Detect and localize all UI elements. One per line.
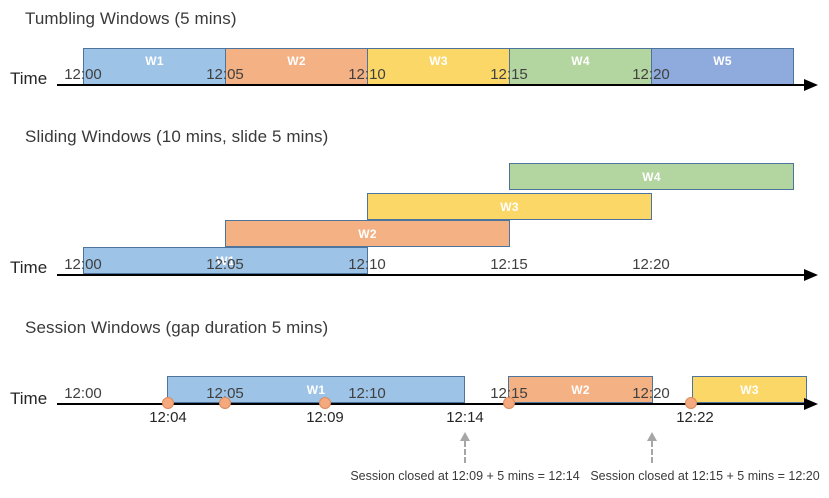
tick-1220: 12:20 [632, 385, 670, 402]
event-time-label: 12:14 [446, 409, 484, 426]
time-axis-arrowhead [804, 269, 818, 281]
tick-1220: 12:20 [632, 66, 670, 83]
tick-1200: 12:00 [64, 66, 102, 83]
window-label: W4 [571, 53, 590, 68]
window-label: W3 [500, 199, 519, 214]
tick-1205: 12:05 [206, 66, 244, 83]
tick-1215: 12:15 [490, 385, 528, 402]
event-dot [685, 397, 697, 409]
window-label: W2 [287, 53, 306, 68]
tick-1200: 12:00 [64, 385, 102, 402]
window-label: W1 [306, 382, 326, 397]
tumbling-window-w5: W5 [651, 48, 794, 85]
time-axis [57, 84, 808, 86]
sliding-section-title: Sliding Windows (10 mins, slide 5 mins) [25, 127, 329, 146]
tick-1215: 12:15 [490, 66, 528, 83]
session-window-w2: W2 [508, 376, 653, 403]
event-time-label: 12:09 [306, 409, 344, 426]
window-label: W3 [740, 382, 759, 397]
session-section-title: Session Windows (gap duration 5 mins) [25, 318, 329, 337]
callout-arrow-icon [460, 432, 470, 441]
tumbling-section-title: Tumbling Windows (5 mins) [25, 9, 237, 28]
event-time-label: 12:22 [676, 409, 714, 426]
sliding-window-w3: W3 [367, 193, 652, 220]
session-window-w3: W3 [692, 376, 807, 403]
tick-1215: 12:15 [490, 256, 528, 273]
tick-1205: 12:05 [206, 385, 244, 402]
window-label: W1 [145, 53, 164, 68]
time-axis-arrowhead [804, 398, 818, 410]
time-axis-label: Time [10, 258, 48, 277]
time-axis-label: Time [10, 69, 48, 88]
session-closed-annotation-2: Session closed at 12:15 + 5 mins = 12:20 [590, 469, 820, 483]
event-dot [162, 397, 174, 409]
callout-arrow-shaft [464, 441, 466, 463]
time-axis-label: Time [10, 389, 48, 408]
sliding-window-w4: W4 [509, 163, 794, 190]
tick-1210: 12:10 [348, 385, 386, 402]
tick-1210: 12:10 [348, 256, 386, 273]
session-window-w1: W1 [167, 376, 465, 403]
event-dot [319, 397, 331, 409]
callout-arrow-shaft [651, 441, 653, 463]
tick-1200: 12:00 [64, 256, 102, 273]
time-axis [57, 403, 808, 405]
callout-arrow-icon [647, 432, 657, 441]
window-label: W1 [216, 253, 235, 268]
tick-1220: 12:20 [632, 256, 670, 273]
session-closed-annotation-1: Session closed at 12:09 + 5 mins = 12:14 [350, 469, 580, 483]
tumbling-window-w1: W1 [83, 48, 226, 85]
window-label: W3 [429, 53, 448, 68]
time-axis [57, 274, 808, 276]
event-dot [219, 397, 231, 409]
event-dot [503, 397, 515, 409]
tick-1205: 12:05 [206, 256, 244, 273]
time-axis-arrowhead [804, 79, 818, 91]
sliding-window-w2: W2 [225, 220, 510, 247]
tumbling-window-w3: W3 [367, 48, 510, 85]
sliding-window-w1: W1 [83, 247, 368, 274]
window-label: W2 [571, 382, 590, 397]
window-label: W2 [358, 226, 377, 241]
window-label: W5 [713, 53, 732, 68]
window-label: W4 [642, 169, 661, 184]
tick-1210: 12:10 [348, 66, 386, 83]
event-time-label: 12:04 [149, 409, 187, 426]
